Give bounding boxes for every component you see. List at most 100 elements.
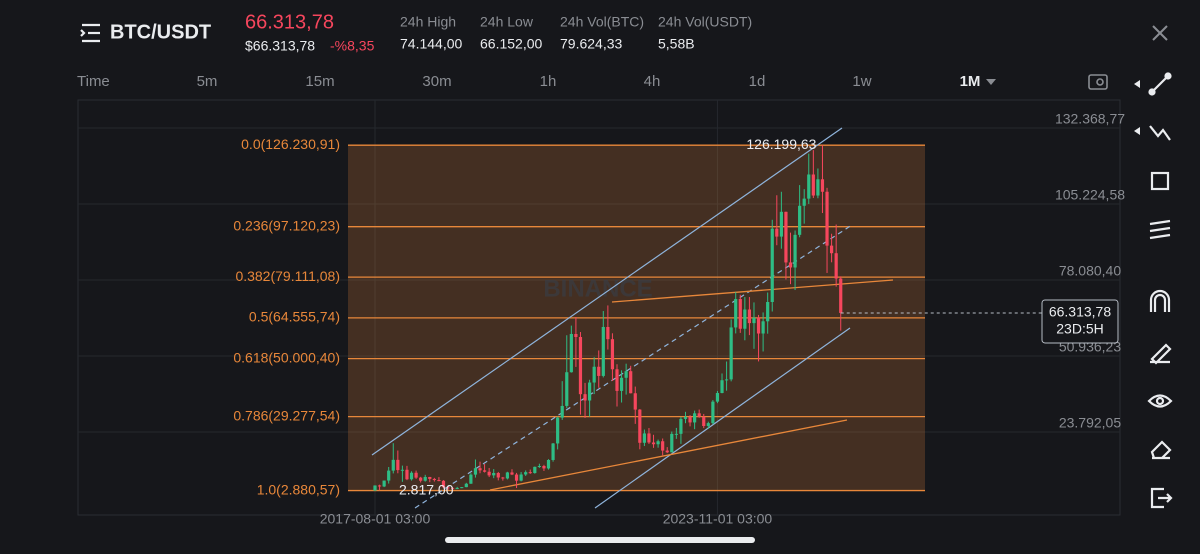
- candle-body: [683, 416, 688, 419]
- timeframe-option[interactable]: 30m: [422, 73, 451, 90]
- candle-body: [569, 333, 573, 373]
- home-indicator[interactable]: [445, 537, 755, 543]
- candle-body: [419, 477, 423, 481]
- candle-body: [820, 179, 825, 192]
- candle-body: [793, 234, 797, 268]
- candle-body: [556, 417, 560, 444]
- line-tool[interactable]: [1148, 72, 1172, 96]
- candle-body: [839, 278, 843, 313]
- candle-body: [414, 472, 418, 478]
- candle-body: [715, 393, 720, 402]
- candle-body: [546, 459, 551, 469]
- candle-body: [524, 472, 528, 475]
- chart-settings-icon[interactable]: [1088, 74, 1108, 90]
- stat-value: 74.144,00: [400, 36, 462, 52]
- candle-body: [720, 380, 724, 394]
- y-tick-label: 23.792,05: [1059, 415, 1121, 431]
- candle-body: [711, 401, 715, 424]
- candle-body: [597, 366, 601, 376]
- candle-body: [702, 416, 706, 426]
- candle-body: [578, 337, 583, 395]
- last-price-label: 66.313,78: [1049, 304, 1111, 320]
- symbol[interactable]: BTC/USDT: [110, 21, 211, 43]
- menu-icon[interactable]: [80, 23, 100, 43]
- candle-body: [674, 433, 678, 435]
- candle-body: [816, 179, 820, 196]
- brush-tool[interactable]: [1150, 343, 1172, 365]
- candle-body: [697, 413, 701, 417]
- timeframe-option[interactable]: 1h: [540, 73, 557, 90]
- channel-tool[interactable]: [1149, 219, 1171, 240]
- candle-body: [428, 476, 432, 479]
- timeframe-bar: Time 5m 15m 30m 1h 4h 1d 1w 1M: [77, 73, 996, 90]
- candle-body: [784, 211, 788, 263]
- timeframe-option[interactable]: 1d: [749, 73, 766, 90]
- candle-body: [693, 413, 697, 423]
- candle-body: [469, 474, 473, 484]
- candle-body: [505, 472, 510, 479]
- visibility-tool[interactable]: [1147, 394, 1173, 408]
- candle-body: [633, 393, 637, 410]
- candle-body: [437, 480, 441, 482]
- timeframe-option[interactable]: 1M: [960, 73, 981, 90]
- stat-label: 24h Vol(USDT): [658, 14, 752, 30]
- candle-body: [770, 228, 774, 303]
- candle-body: [601, 326, 605, 376]
- candle-body: [441, 480, 446, 488]
- timeframe-option[interactable]: 1w: [852, 73, 871, 90]
- fib-label: 0.236(97.120,23): [233, 217, 340, 233]
- candle-body: [729, 327, 733, 380]
- expand-arrows[interactable]: [1134, 80, 1140, 135]
- candle-body: [510, 472, 514, 475]
- candle-body: [473, 468, 478, 475]
- timeframe-option[interactable]: 15m: [305, 73, 334, 90]
- candle-body: [688, 416, 692, 423]
- candle-body: [460, 487, 464, 489]
- close-button[interactable]: [1152, 25, 1168, 41]
- candle-body: [752, 317, 756, 324]
- candle-body: [432, 478, 436, 481]
- candle-body: [382, 480, 386, 487]
- y-tick-label: 105.224,58: [1055, 187, 1125, 203]
- candle-body: [825, 191, 829, 246]
- exit-tool[interactable]: [1150, 487, 1173, 509]
- candle-body: [788, 262, 793, 268]
- trend-lines: [489, 279, 894, 491]
- stat-label: 24h High: [400, 14, 456, 30]
- candle-body: [409, 472, 414, 480]
- candle-body: [583, 394, 587, 401]
- eraser-tool[interactable]: [1150, 440, 1172, 460]
- candle-body: [638, 409, 642, 443]
- price-usd: $66.313,78: [245, 38, 315, 54]
- x-tick-label: 2023-11-01 03:00: [663, 511, 773, 527]
- candle-body: [802, 198, 806, 206]
- fib-label: 0.0(126.230,91): [241, 136, 340, 152]
- magnet-tool[interactable]: [1149, 289, 1171, 312]
- candle-body: [670, 433, 674, 453]
- timeframe-option[interactable]: 4h: [644, 73, 661, 90]
- candle-body: [391, 459, 395, 471]
- candle-body: [661, 441, 665, 451]
- candle-body: [642, 433, 646, 443]
- candle-body: [501, 477, 505, 479]
- fib-label: 1.0(2.880,57): [257, 481, 340, 497]
- candles: [373, 145, 843, 491]
- stat-label: 24h Vol(BTC): [560, 14, 644, 30]
- drawing-toolbar: [1134, 72, 1173, 509]
- candle-body: [514, 474, 519, 481]
- candle-body: [377, 485, 382, 487]
- candle-body: [651, 442, 656, 445]
- stat-label: 24h Low: [480, 14, 534, 30]
- candle-body: [405, 469, 409, 480]
- timeframe-option[interactable]: 5m: [197, 73, 218, 90]
- stat-value: 5,58B: [658, 36, 695, 52]
- candle-body: [542, 465, 546, 469]
- dropdown-arrow[interactable]: [986, 79, 996, 85]
- candle-body: [679, 418, 683, 434]
- candle-body: [807, 174, 811, 199]
- candle-body: [565, 372, 569, 406]
- fib-label: 0.382(79.111,08): [235, 268, 340, 284]
- shape-tool[interactable]: [1150, 171, 1170, 191]
- fib-tool[interactable]: [1149, 125, 1171, 141]
